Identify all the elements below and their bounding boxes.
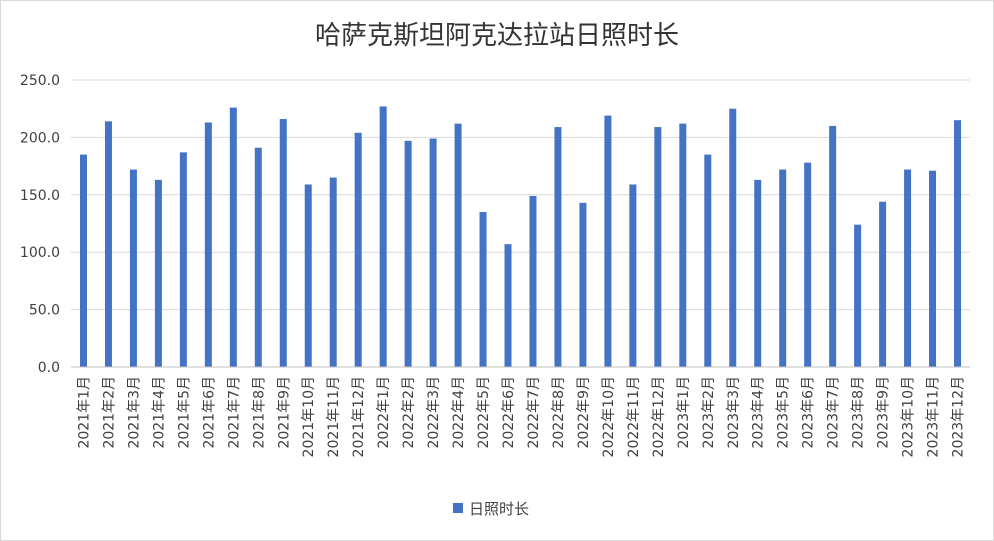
bar — [679, 123, 687, 368]
x-tick-label: 2022年11月 — [626, 376, 642, 457]
x-tick-label: 2021年12月 — [351, 376, 367, 457]
bar — [879, 201, 887, 367]
bar — [804, 162, 812, 367]
bar — [129, 169, 137, 367]
bar — [379, 106, 387, 368]
bar — [179, 152, 187, 367]
legend: 日照时长 — [453, 500, 529, 518]
x-tick-label: 2023年4月 — [751, 376, 767, 449]
x-tick-label: 2023年11月 — [926, 376, 942, 457]
bar — [554, 127, 562, 368]
bar — [104, 121, 112, 367]
y-tick-label: 150.0 — [20, 188, 60, 204]
y-tick-label: 50.0 — [29, 303, 60, 319]
bar — [79, 154, 87, 367]
bar — [529, 195, 537, 367]
x-tick-label: 2022年12月 — [651, 376, 667, 457]
x-tick-label: 2021年5月 — [176, 376, 192, 449]
bar — [404, 140, 412, 367]
bar — [654, 127, 662, 368]
bar — [229, 107, 237, 367]
x-tick-label: 2022年10月 — [601, 376, 617, 457]
x-tick-label: 2022年6月 — [501, 376, 517, 449]
bar — [954, 120, 962, 368]
x-tick-label: 2022年7月 — [526, 376, 542, 449]
bar — [304, 184, 312, 367]
bar — [704, 154, 712, 367]
x-tick-label: 2022年5月 — [476, 376, 492, 449]
x-tick-label: 2021年7月 — [226, 376, 242, 449]
x-tick-label: 2023年2月 — [701, 376, 717, 449]
x-tick-label: 2022年4月 — [451, 376, 467, 449]
y-tick-label: 0.0 — [38, 360, 60, 376]
x-tick-label: 2023年3月 — [726, 376, 742, 449]
x-tick-label: 2021年2月 — [101, 376, 117, 449]
x-tick-label: 2022年9月 — [576, 376, 592, 449]
bar — [579, 202, 587, 367]
y-tick-label: 200.0 — [20, 130, 60, 146]
x-tick-label: 2023年9月 — [876, 376, 892, 449]
gridlines — [71, 79, 970, 311]
bars — [79, 106, 962, 368]
legend-label: 日照时长 — [469, 500, 529, 518]
x-tick-label: 2022年3月 — [426, 376, 442, 449]
bar — [254, 147, 262, 367]
bar — [329, 177, 337, 367]
bar — [629, 184, 637, 367]
x-tick-label: 2021年3月 — [126, 376, 142, 449]
x-tick-label: 2023年8月 — [851, 376, 867, 449]
x-tick-label: 2021年1月 — [76, 376, 92, 449]
bar — [504, 244, 512, 367]
bar — [154, 179, 162, 367]
chart-title: 哈萨克斯坦阿克达拉站日照时长 — [315, 21, 679, 51]
legend-swatch — [453, 503, 463, 513]
x-tick-label: 2022年8月 — [551, 376, 567, 449]
bar — [854, 224, 862, 367]
bar — [904, 169, 912, 367]
x-tick-label: 2023年12月 — [951, 376, 967, 457]
bar — [729, 108, 737, 367]
x-tick-label: 2022年2月 — [401, 376, 417, 449]
y-tick-label: 100.0 — [20, 245, 60, 261]
bar — [204, 122, 212, 367]
x-tick-label: 2021年4月 — [151, 376, 167, 449]
bar — [829, 125, 837, 367]
x-tick-label: 2021年6月 — [201, 376, 217, 449]
x-tick-label: 2022年1月 — [376, 376, 392, 449]
y-axis-tick-labels: 0.0 50.0 100.0 150.0 200.0 250.0 — [20, 73, 60, 376]
bar — [454, 123, 462, 368]
x-tick-label: 2021年11月 — [326, 376, 342, 457]
x-tick-label: 2021年10月 — [301, 376, 317, 457]
bar — [479, 212, 487, 367]
x-axis-tick-labels: 2021年1月 2021年2月 2021年3月 2021年4月 2021年5月 2021年… — [76, 376, 966, 457]
bar — [354, 132, 362, 367]
x-tick-label: 2023年6月 — [801, 376, 817, 449]
x-tick-label: 2021年8月 — [251, 376, 267, 449]
bar — [929, 170, 937, 367]
x-tick-label: 2021年9月 — [276, 376, 292, 449]
bar — [754, 179, 762, 367]
bar — [279, 119, 287, 367]
bar — [604, 115, 612, 367]
x-tick-label: 2023年10月 — [901, 376, 917, 457]
bar — [429, 138, 437, 367]
bar — [779, 169, 787, 367]
y-tick-label: 250.0 — [20, 73, 60, 89]
x-tick-label: 2023年5月 — [776, 376, 792, 449]
x-tick-label: 2023年1月 — [676, 376, 692, 449]
x-tick-label: 2023年7月 — [826, 376, 842, 449]
